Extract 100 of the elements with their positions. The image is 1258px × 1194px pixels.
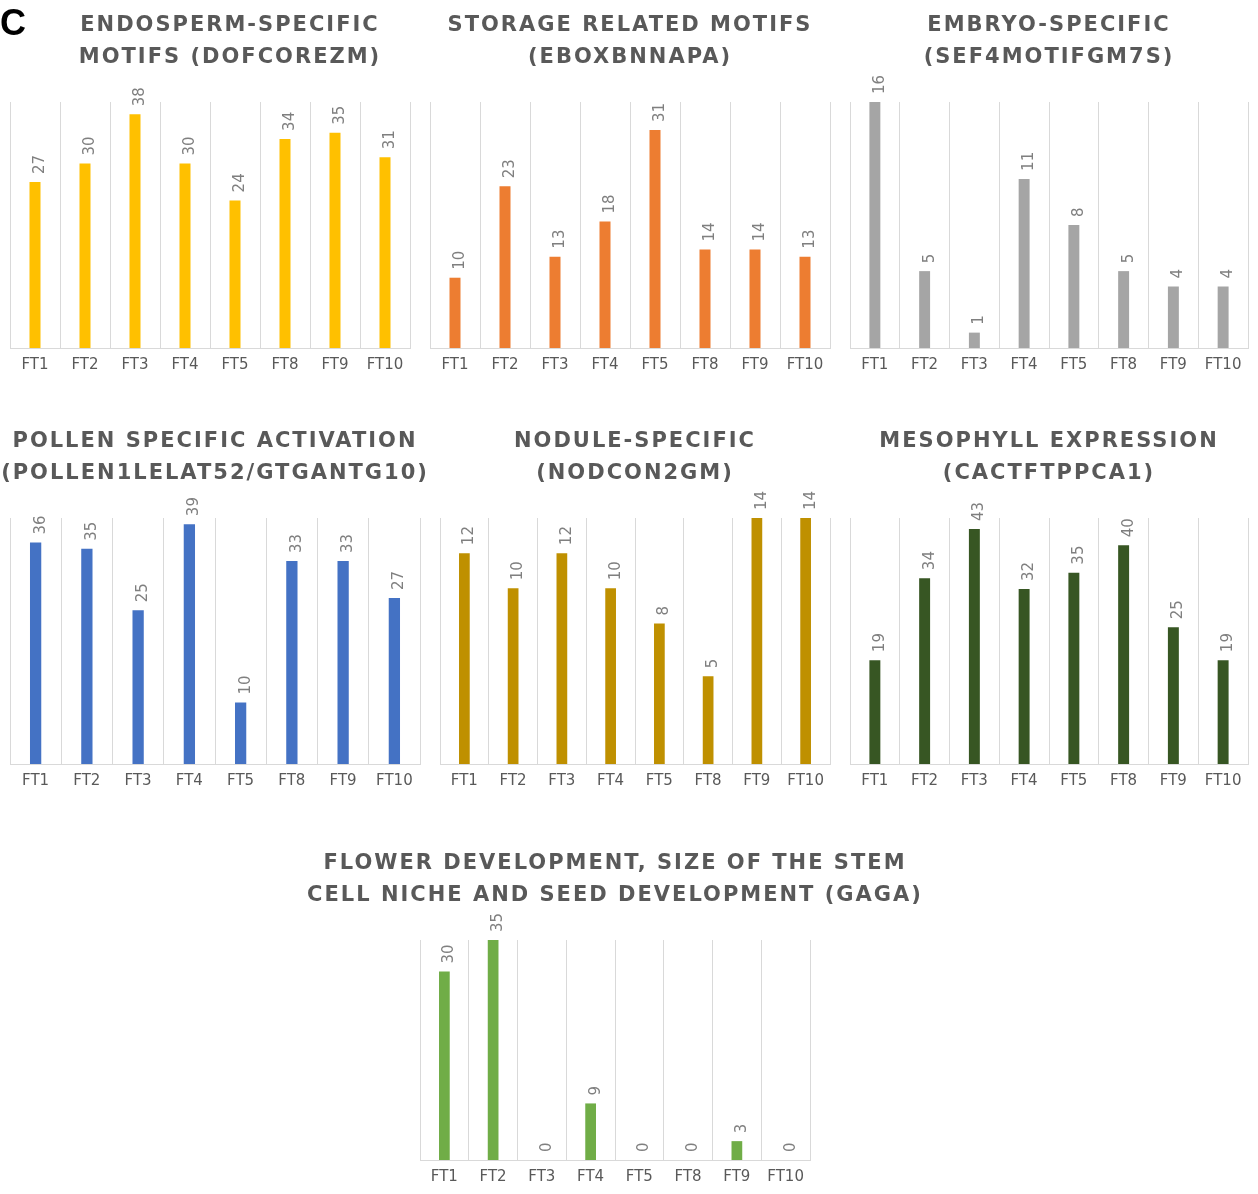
x-tick-label: FT2 bbox=[71, 354, 99, 373]
bar bbox=[279, 138, 291, 348]
chart-title: MESOPHYLL EXPRESSION (CACTFTPPCA1) bbox=[878, 427, 1220, 486]
x-tick-label: FT3 bbox=[960, 770, 988, 789]
bar bbox=[605, 588, 616, 764]
x-tick-label: FT8 bbox=[271, 354, 299, 373]
bar bbox=[731, 1141, 743, 1160]
chart-title: NODULE-SPECIFIC (NODCON2GM) bbox=[513, 427, 757, 486]
data-label: 1 bbox=[969, 315, 988, 325]
bar bbox=[1118, 545, 1130, 764]
bar bbox=[1068, 225, 1080, 348]
x-tick-label: FT4 bbox=[171, 354, 199, 373]
data-label: 10 bbox=[605, 561, 624, 581]
x-tick-label: FT9 bbox=[321, 354, 349, 373]
bar bbox=[751, 518, 763, 764]
data-label: 35 bbox=[329, 105, 348, 125]
bar bbox=[129, 114, 141, 348]
data-label: 27 bbox=[29, 154, 48, 174]
bar bbox=[968, 528, 980, 764]
data-label: 14 bbox=[800, 490, 819, 510]
x-tick-label: FT9 bbox=[329, 770, 357, 789]
bar bbox=[1217, 660, 1229, 764]
x-tick-label: FT1 bbox=[22, 770, 50, 789]
x-tick-label: FT8 bbox=[278, 770, 306, 789]
bar bbox=[799, 256, 811, 348]
data-label: 13 bbox=[549, 229, 568, 249]
bar bbox=[968, 332, 980, 348]
chart-title: POLLEN SPECIFIC ACTIVATION (POLLEN1LELAT52/GTGANTG10) bbox=[0, 427, 430, 486]
x-tick-label: FT4 bbox=[591, 354, 619, 373]
data-label: 39 bbox=[184, 497, 203, 517]
bar bbox=[507, 588, 519, 764]
bar bbox=[869, 660, 881, 764]
x-tick-label: FT10 bbox=[376, 770, 413, 789]
x-tick-label: FT8 bbox=[674, 1166, 702, 1185]
x-tick-label: FT3 bbox=[548, 770, 576, 789]
x-tick-label: FT2 bbox=[479, 1166, 507, 1185]
bar bbox=[132, 610, 144, 764]
chart-title: EMBRYO-SPECIFIC (SEF4MOTIFGM7S) bbox=[922, 11, 1176, 70]
bar bbox=[379, 157, 391, 348]
data-label: 31 bbox=[379, 130, 398, 150]
data-label: 5 bbox=[1118, 253, 1137, 264]
bar bbox=[183, 524, 196, 764]
data-label: 27 bbox=[389, 570, 408, 590]
data-label: 33 bbox=[338, 533, 357, 554]
data-label: 4 bbox=[1168, 268, 1187, 279]
data-label: 10 bbox=[449, 250, 468, 270]
data-label: 14 bbox=[749, 222, 768, 242]
x-tick-label: FT10 bbox=[1204, 770, 1242, 789]
data-label: 30 bbox=[79, 136, 98, 156]
bar bbox=[449, 277, 461, 348]
x-tick-label: FT10 bbox=[786, 354, 824, 373]
data-label: 24 bbox=[229, 173, 248, 193]
data-label: 19 bbox=[869, 633, 888, 653]
chart-title: ENDOSPERM-SPECIFIC MOTIFS (DOFCOREZM) bbox=[78, 12, 382, 68]
bar bbox=[487, 940, 499, 1160]
bar bbox=[800, 518, 811, 764]
x-tick-label: FT5 bbox=[227, 770, 255, 789]
x-tick-label: FT3 bbox=[541, 354, 569, 373]
data-label: 33 bbox=[286, 533, 305, 554]
bar bbox=[654, 623, 665, 764]
bar bbox=[702, 676, 714, 764]
x-tick-label: FT9 bbox=[723, 1166, 751, 1185]
bar bbox=[549, 256, 561, 348]
data-label: 30 bbox=[439, 944, 458, 964]
bar bbox=[1217, 286, 1229, 348]
text: C bbox=[0, 2, 26, 44]
x-tick-label: FT9 bbox=[1159, 770, 1187, 789]
data-label: 0 bbox=[683, 1142, 702, 1152]
bar bbox=[749, 249, 761, 348]
bar bbox=[699, 249, 711, 348]
x-tick-label: FT4 bbox=[1010, 354, 1038, 373]
x-tick-label: FT10 bbox=[366, 354, 404, 373]
bar bbox=[599, 221, 611, 348]
data-label: 18 bbox=[599, 194, 618, 214]
data-label: 0 bbox=[634, 1142, 653, 1152]
x-tick-label: FT8 bbox=[1110, 770, 1138, 789]
x-tick-label: FT5 bbox=[645, 770, 673, 789]
bar bbox=[1018, 589, 1030, 764]
data-label: 23 bbox=[499, 159, 518, 179]
x-tick-label: FT3 bbox=[124, 770, 152, 789]
x-tick-label: FT1 bbox=[21, 354, 49, 373]
data-label: 32 bbox=[1019, 561, 1038, 582]
x-tick-label: FT2 bbox=[911, 354, 939, 373]
data-label: 38 bbox=[129, 87, 148, 107]
bar bbox=[329, 132, 341, 348]
bar bbox=[1018, 178, 1030, 348]
x-tick-label: FT8 bbox=[694, 770, 722, 789]
x-tick-label: FT10 bbox=[787, 770, 824, 789]
x-tick-label: FT1 bbox=[441, 354, 469, 373]
data-label: 11 bbox=[1019, 151, 1038, 171]
x-tick-label: FT9 bbox=[743, 770, 771, 789]
data-label: 9 bbox=[585, 1085, 604, 1096]
x-tick-label: FT1 bbox=[450, 770, 478, 789]
data-label: 43 bbox=[969, 501, 988, 521]
x-tick-label: FT2 bbox=[911, 770, 939, 789]
x-tick-label: FT4 bbox=[1010, 770, 1038, 789]
x-tick-label: FT5 bbox=[1060, 354, 1088, 373]
x-tick-label: FT4 bbox=[577, 1166, 605, 1185]
bar bbox=[1167, 286, 1179, 348]
x-tick-label: FT10 bbox=[1204, 354, 1242, 373]
